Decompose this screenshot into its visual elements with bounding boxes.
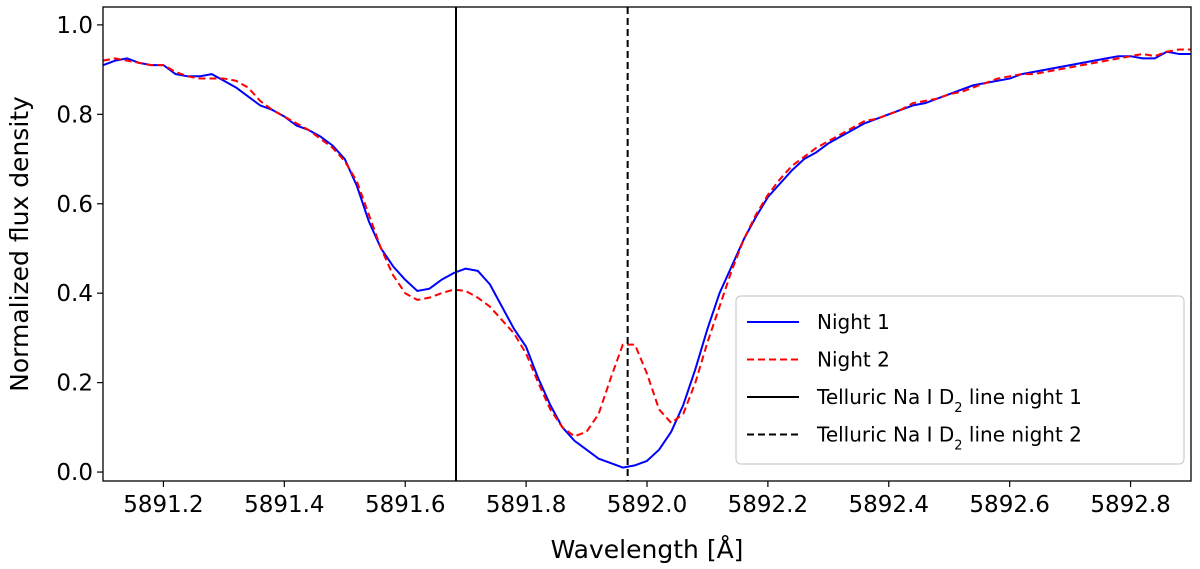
series-line-2 (103, 48, 1191, 438)
x-tick-label: 5892.2 (728, 492, 808, 518)
x-tick-label: 5891.8 (486, 492, 566, 518)
x-tick-label: 5891.4 (244, 492, 324, 518)
legend-label: Telluric Na I D2 line night 1 (816, 385, 1082, 416)
y-tick-label: 0.0 (56, 460, 93, 486)
y-tick-label: 0.4 (56, 281, 93, 307)
x-tick-label: 5892.6 (969, 492, 1049, 518)
x-axis-label: Wavelength [Å] (551, 535, 744, 564)
x-axis-ticks: 5891.2 5891.4 5891.6 5891.8 5892.0 5892.2 5892… (123, 481, 1171, 518)
x-tick-label: 5892.0 (607, 492, 687, 518)
legend-box (735, 295, 1185, 465)
legend: Night 1 Night 2 Telluric Na I D2 line nigh… (735, 295, 1185, 465)
y-tick-label: 1.0 (56, 13, 93, 39)
series-layer (103, 48, 1191, 469)
legend-label: Telluric Na I D2 line night 2 (816, 423, 1082, 454)
y-axis-label: Normalized flux density (5, 96, 34, 392)
x-tick-label: 5891.2 (123, 492, 203, 518)
series-line-1 (103, 50, 1191, 469)
x-tick-label: 5892.8 (1090, 492, 1170, 518)
x-tick-label: 5891.6 (365, 492, 445, 518)
legend-label: Night 2 (817, 348, 890, 372)
y-axis-ticks: 0.0 0.2 0.4 0.6 0.8 1.0 (56, 13, 103, 486)
y-tick-label: 0.8 (56, 102, 93, 128)
legend-label: Night 1 (817, 310, 890, 334)
x-tick-label: 5892.4 (849, 492, 929, 518)
y-tick-label: 0.6 (56, 192, 93, 218)
vertical-lines-layer (454, 7, 629, 481)
y-tick-label: 0.2 (56, 371, 93, 397)
